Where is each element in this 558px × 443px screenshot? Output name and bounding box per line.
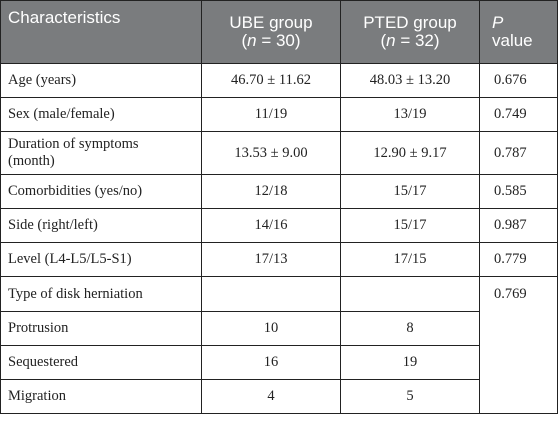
- table-row: Level (L4-L5/L5-S1) 17/13 17/15 0.779: [0, 242, 558, 277]
- header-pted-n-rest: = 32): [395, 31, 440, 50]
- pted-value: 13/19: [340, 97, 480, 132]
- table-row: Side (right/left) 14/16 15/17 0.987: [0, 208, 558, 243]
- table-row: Age (years) 46.70 ± 11.62 48.03 ± 13.20 …: [0, 63, 558, 98]
- header-pted-label: PTED group: [363, 13, 457, 33]
- table-row: Duration of symptoms (month) 13.53 ± 9.0…: [0, 131, 558, 175]
- pted-value: 15/17: [340, 208, 480, 243]
- p-value: 0.585: [479, 174, 558, 209]
- header-ube-open-paren: (: [241, 31, 248, 50]
- header-ube-n-rest: = 30): [256, 31, 301, 50]
- ube-value: 13.53 ± 9.00: [201, 131, 341, 175]
- header-pted-n-var: n: [386, 31, 396, 50]
- header-characteristics: Characteristics: [0, 0, 202, 64]
- pted-value: 12.90 ± 9.17: [340, 131, 480, 175]
- header-ube-group: UBE group (n = 30): [201, 0, 341, 64]
- pted-value: 8: [340, 311, 480, 346]
- header-p-value: P value: [479, 0, 558, 64]
- row-label: Comorbidities (yes/no): [0, 174, 202, 209]
- table-row: Sex (male/female) 11/19 13/19 0.749: [0, 97, 558, 132]
- table-row: Migration 4 5: [0, 379, 558, 414]
- ube-value: 16: [201, 345, 341, 380]
- row-label: Sequestered: [0, 345, 202, 380]
- table-header-row: Characteristics UBE group (n = 30) PTED …: [0, 0, 558, 64]
- header-p-symbol: P: [492, 13, 504, 33]
- row-label: Level (L4-L5/L5-S1): [0, 242, 202, 277]
- row-label: Age (years): [0, 63, 202, 98]
- pted-value: 17/15: [340, 242, 480, 277]
- header-ube-n-var: n: [247, 31, 257, 50]
- row-label-line2: (month): [8, 153, 55, 169]
- row-label-line1: Duration of symptoms: [8, 136, 139, 153]
- header-pted-open-paren: (: [380, 31, 387, 50]
- ube-value: 14/16: [201, 208, 341, 243]
- table-row: Comorbidities (yes/no) 12/18 15/17 0.585: [0, 174, 558, 209]
- pted-value: 15/17: [340, 174, 480, 209]
- header-ube-label: UBE group: [229, 13, 313, 33]
- row-label: Duration of symptoms (month): [0, 131, 202, 175]
- table-row: Protrusion 10 8: [0, 311, 558, 346]
- ube-value: [201, 276, 341, 312]
- ube-value: 11/19: [201, 97, 341, 132]
- ube-value: 17/13: [201, 242, 341, 277]
- row-label: Type of disk herniation: [0, 276, 202, 312]
- ube-value: 12/18: [201, 174, 341, 209]
- pted-value: 5: [340, 379, 480, 414]
- p-value: 0.787: [479, 131, 558, 175]
- p-value: 0.676: [479, 63, 558, 98]
- ube-value: 46.70 ± 11.62: [201, 63, 341, 98]
- p-value: 0.769: [479, 276, 558, 414]
- ube-value: 10: [201, 311, 341, 346]
- row-label: Migration: [0, 379, 202, 414]
- pted-value: 48.03 ± 13.20: [340, 63, 480, 98]
- p-value: 0.987: [479, 208, 558, 243]
- header-pted-group: PTED group (n = 32): [340, 0, 480, 64]
- pted-value: 19: [340, 345, 480, 380]
- characteristics-table: Characteristics UBE group (n = 30) PTED …: [0, 0, 558, 414]
- table-row: Type of disk herniation 0.769: [0, 276, 558, 414]
- table-row: Sequestered 16 19: [0, 345, 558, 380]
- ube-value: 4: [201, 379, 341, 414]
- header-value-word: value: [492, 31, 533, 50]
- p-value: 0.779: [479, 242, 558, 277]
- row-label: Side (right/left): [0, 208, 202, 243]
- p-value: 0.749: [479, 97, 558, 132]
- row-label: Sex (male/female): [0, 97, 202, 132]
- pted-value: [340, 276, 480, 312]
- row-label: Protrusion: [0, 311, 202, 346]
